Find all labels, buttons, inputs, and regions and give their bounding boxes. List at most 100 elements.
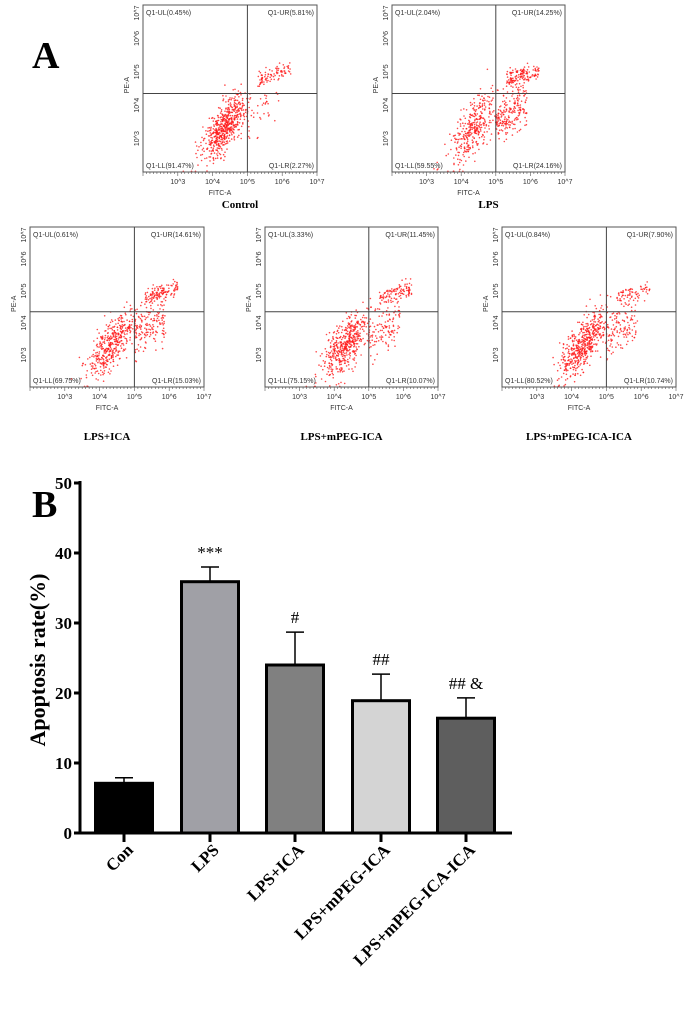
event-dot: [99, 366, 102, 368]
event-dot: [248, 130, 250, 132]
group-label: LPS+mPEG-ICA-ICA: [526, 431, 632, 443]
event-dot: [170, 284, 172, 287]
event-dot: [618, 313, 621, 315]
event-dot: [597, 328, 600, 330]
event-dot: [515, 116, 518, 119]
event-dot: [519, 89, 521, 91]
event-dot: [258, 70, 261, 73]
plot-frame: [501, 226, 677, 388]
event-dot: [156, 297, 159, 299]
event-dot: [261, 81, 263, 84]
event-dot: [227, 111, 230, 113]
event-dot: [642, 290, 644, 293]
event-dot: [512, 108, 515, 110]
event-dot: [573, 333, 575, 336]
event-dot: [514, 102, 516, 105]
event-dot: [470, 126, 473, 129]
event-dot: [343, 357, 345, 360]
event-dot: [594, 324, 597, 327]
event-dot: [223, 135, 225, 137]
event-dot: [586, 342, 589, 344]
event-dot: [154, 334, 157, 336]
event-dot: [491, 111, 494, 113]
event-dot: [579, 374, 582, 377]
event-dot: [473, 131, 476, 134]
event-dot: [616, 312, 618, 315]
event-dot: [568, 359, 570, 361]
event-dot: [607, 327, 610, 329]
event-dot: [229, 102, 232, 104]
event-dot: [514, 123, 516, 126]
event-dot: [237, 102, 240, 105]
event-dot: [208, 129, 211, 132]
event-dot: [483, 138, 485, 141]
event-dot: [499, 109, 502, 112]
event-dot: [598, 309, 601, 312]
event-dot: [111, 342, 114, 344]
event-dot: [225, 124, 228, 126]
event-dot: [91, 355, 93, 358]
event-dot: [131, 320, 134, 323]
event-dot: [611, 331, 614, 333]
event-dot: [580, 352, 583, 355]
event-dot: [594, 343, 597, 345]
event-dot: [340, 381, 342, 384]
event-dot: [589, 320, 592, 323]
event-dot: [120, 347, 123, 350]
event-dot: [114, 335, 117, 338]
event-dot: [230, 111, 232, 114]
event-dot: [158, 294, 161, 297]
event-dot: [105, 359, 107, 362]
event-dot: [271, 70, 273, 72]
event-dot: [111, 337, 113, 340]
event-dot: [347, 364, 350, 366]
event-dot: [365, 326, 368, 328]
event-dot: [360, 354, 362, 356]
event-dot: [220, 118, 223, 121]
event-dot: [172, 278, 175, 281]
event-dot: [148, 301, 151, 304]
event-dot: [626, 316, 628, 318]
event-dot: [568, 345, 570, 348]
event-dot: [460, 145, 463, 148]
event-dot: [508, 126, 511, 128]
event-dot: [571, 354, 573, 357]
event-dot: [346, 340, 349, 342]
event-dot: [486, 143, 488, 146]
event-dot: [470, 104, 472, 107]
event-dot: [521, 72, 524, 75]
y-tick-label: 10^3: [383, 131, 390, 146]
event-dot: [328, 366, 331, 368]
event-dot: [585, 329, 587, 332]
event-dot: [582, 324, 584, 326]
y-tick-label: 10^6: [21, 251, 28, 266]
event-dot: [394, 314, 397, 316]
event-dot: [259, 71, 262, 74]
event-dot: [145, 317, 147, 319]
event-dot: [575, 356, 577, 358]
event-dot: [590, 329, 592, 331]
event-dot: [643, 287, 645, 290]
event-dot: [384, 321, 387, 323]
event-dot: [104, 348, 106, 351]
event-dot: [108, 358, 111, 361]
event-dot: [165, 293, 168, 296]
event-dot: [215, 139, 217, 141]
event-dot: [640, 286, 642, 288]
event-dot: [151, 295, 153, 297]
event-dot: [215, 127, 217, 130]
event-dot: [146, 324, 149, 326]
event-dot: [391, 331, 393, 334]
event-dot: [467, 123, 470, 125]
event-dot: [588, 346, 590, 348]
event-dot: [506, 132, 509, 134]
event-dot: [329, 385, 331, 387]
event-dot: [471, 123, 474, 126]
event-dot: [352, 349, 355, 352]
event-dot: [335, 366, 338, 368]
event-dot: [225, 140, 228, 143]
event-dot: [574, 359, 576, 362]
event-dot: [140, 338, 142, 340]
event-dot: [465, 136, 468, 138]
event-dot: [157, 289, 159, 292]
